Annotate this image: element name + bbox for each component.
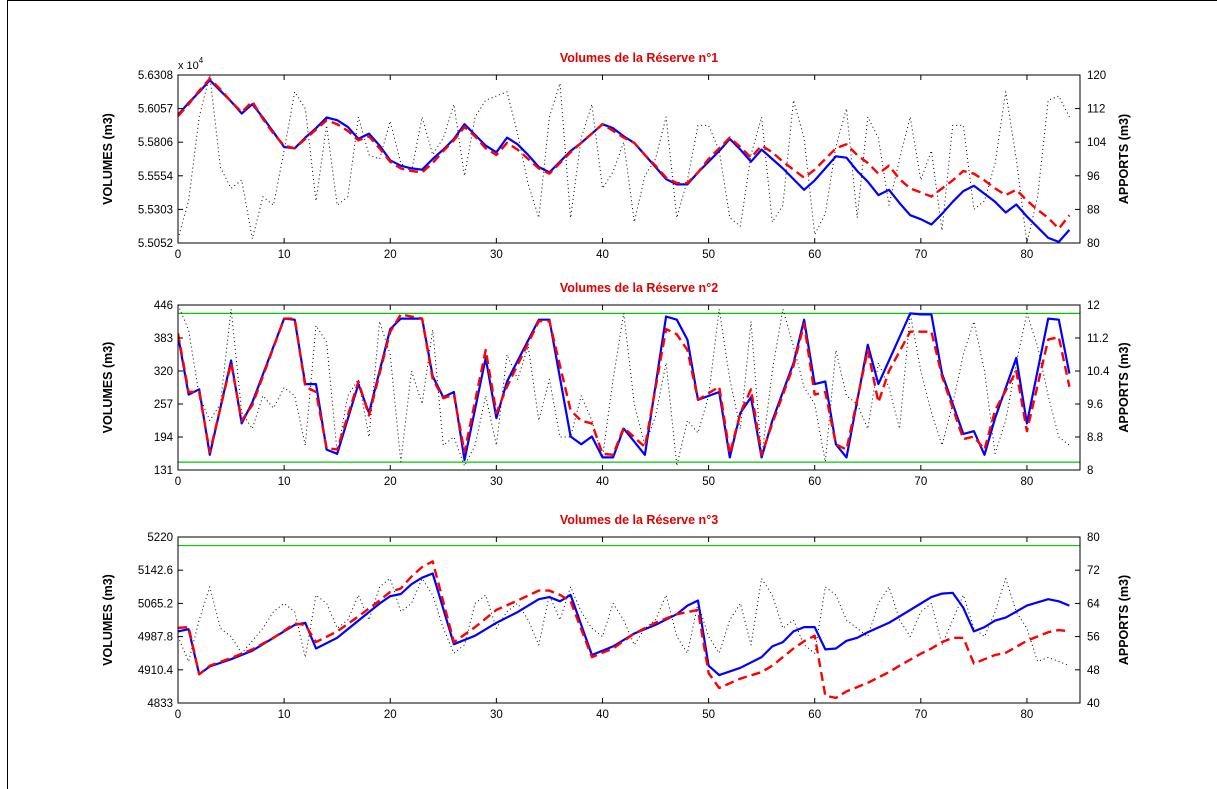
y2-tick-label: 12 [1087,300,1100,312]
x-tick-label: 0 [175,249,181,261]
y2-tick-label: 48 [1087,665,1100,677]
x-tick-label: 70 [914,249,927,261]
subplot-1: 0 10 20 30 40 50 60 70 80 5.5052 5.5303 5.5554 5.580… [101,51,1131,261]
x-tick-label: 20 [384,476,397,488]
y-tick-label: 4910.4 [138,665,174,677]
x-tick-label: 50 [702,249,715,261]
subplot-2: 0 10 20 30 40 50 60 70 80 131 194 257 320 383 446 8 8.8 9… [101,281,1131,488]
y2-tick-label: 80 [1087,238,1100,250]
y-axis-label: VOLUMES (m3) [101,113,115,205]
y2-tick-label: 96 [1087,171,1100,183]
y2-tick-label: 9.6 [1087,399,1103,411]
x-tick-label: 20 [384,249,397,261]
series-line-dotted [178,75,1070,243]
y2-axis-label: APPORTS (m3) [1117,575,1131,665]
x-tick-label: 20 [384,709,397,721]
x-tick-label: 10 [278,709,291,721]
chart-title: Volumes de la Réserve n°1 [560,51,718,65]
y-tick-label: 5.6308 [138,70,173,82]
series-line-dotted [178,578,1070,667]
x-tick-label: 30 [490,709,503,721]
x-tick-label: 60 [808,249,821,261]
y-tick-label: 4987.8 [138,632,173,644]
x-tick-label: 0 [175,709,181,721]
x-tick-label: 10 [278,476,291,488]
y2-tick-label: 64 [1087,598,1100,610]
x-tick-label: 10 [278,249,291,261]
x-tick-label: 80 [1021,249,1034,261]
x-tick-label: 70 [914,709,927,721]
exponent-power: 4 [199,56,204,65]
series-line-dashed [178,77,1071,230]
y-tick-label: 5.5052 [138,238,173,250]
y2-tick-label: 104 [1087,137,1107,149]
subplot-3: 0 10 20 30 40 50 60 70 80 4833 4910.4 4987.8 5065.2 5… [101,513,1131,721]
y2-tick-label: 120 [1087,70,1106,82]
y-tick-label: 5.5303 [138,204,173,216]
x-tick-label: 30 [490,476,503,488]
x-tick-label: 80 [1021,476,1034,488]
series-line-solid [178,78,1071,243]
y-tick-label: 5.5806 [138,137,173,149]
series-line-dotted [178,305,1070,467]
axes-box [177,536,1081,704]
y2-tick-label: 40 [1087,698,1100,710]
y2-tick-label: 80 [1087,532,1100,544]
y-exponent-label: x 104 [178,56,204,72]
y-tick-label: 5.6057 [138,104,173,116]
chart-title: Volumes de la Réserve n°3 [560,513,718,527]
y2-tick-label: 8.8 [1087,432,1103,444]
x-tick-label: 0 [175,476,181,488]
y2-tick-label: 56 [1087,632,1100,644]
exponent-base: x 10 [178,60,199,72]
axes-box [177,74,1081,244]
x-tick-label: 40 [596,249,609,261]
series-line-dashed [178,313,1071,456]
window-frame-left [7,0,8,789]
y-tick-label: 5142.6 [138,565,173,577]
x-tick-label: 80 [1021,709,1034,721]
x-tick-label: 50 [702,476,715,488]
y2-axis-label: APPORTS (m3) [1117,342,1131,432]
y-tick-label: 446 [154,300,173,312]
series-line-solid [178,572,1070,677]
y-tick-label: 5065.2 [138,598,173,610]
y-axis-label: VOLUMES (m3) [101,342,115,434]
window-frame-top [7,0,1217,1]
series-line-solid [178,312,1071,462]
y-tick-label: 257 [154,399,173,411]
x-tick-label: 70 [914,476,927,488]
chart-title: Volumes de la Réserve n°2 [560,281,718,295]
y-tick-label: 5.5554 [138,171,174,183]
x-tick-label: 50 [702,709,715,721]
y-tick-label: 194 [154,432,174,444]
y-tick-label: 131 [154,465,173,477]
x-tick-label: 40 [596,709,609,721]
x-tick-label: 30 [490,249,503,261]
y2-tick-label: 10.4 [1087,366,1110,378]
series-line-dashed [178,560,1070,700]
y2-axis-label: APPORTS (m3) [1117,114,1131,204]
axes-box [177,304,1081,471]
y-tick-label: 320 [154,366,173,378]
y2-tick-label: 88 [1087,204,1100,216]
y-tick-label: 383 [154,333,173,345]
y2-tick-label: 72 [1087,565,1100,577]
y-tick-label: 4833 [147,698,173,710]
y-tick-label: 5220 [147,532,173,544]
y2-tick-label: 11.2 [1087,333,1109,345]
y2-tick-label: 8 [1087,465,1093,477]
y-axis-label: VOLUMES (m3) [101,574,115,666]
x-tick-label: 40 [596,476,609,488]
x-tick-label: 60 [808,476,821,488]
x-tick-label: 60 [808,709,821,721]
y2-tick-label: 112 [1087,104,1105,116]
